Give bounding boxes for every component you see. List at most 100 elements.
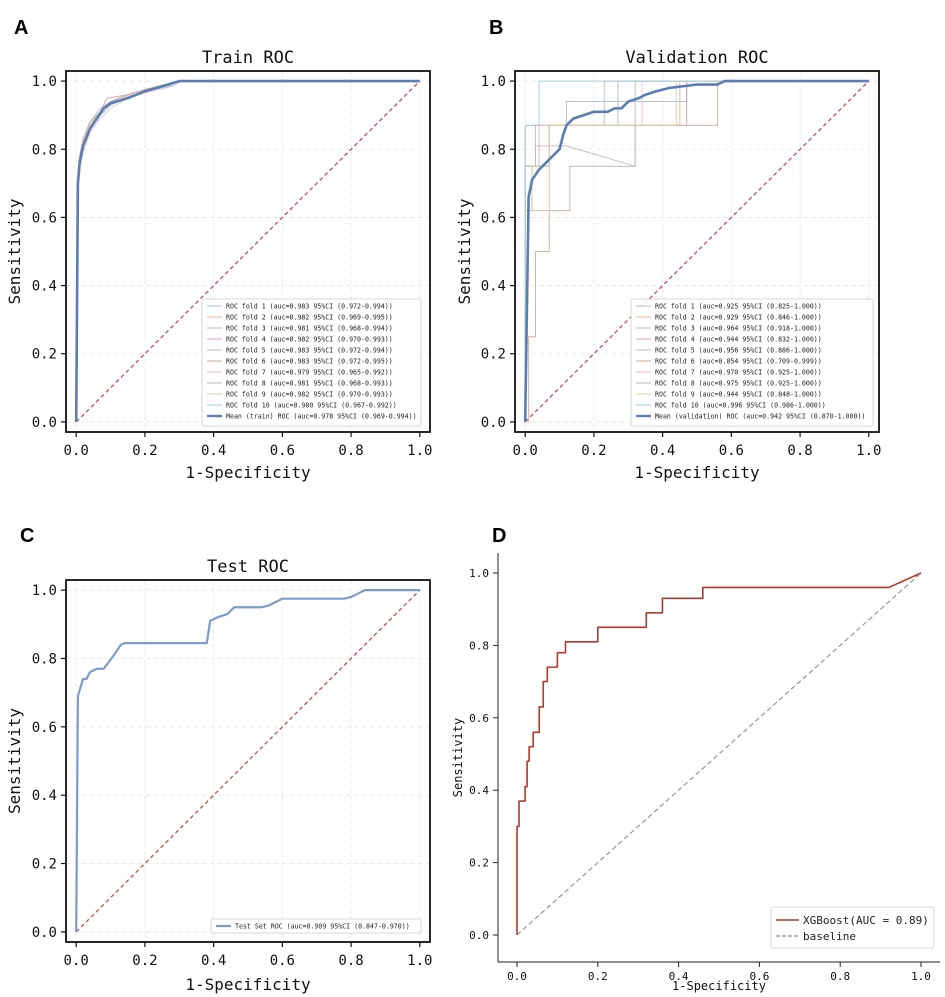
y-axis-label: Sensitivity bbox=[5, 198, 24, 304]
y-tick-label: 1.0 bbox=[469, 567, 489, 580]
y-tick-label: 0.6 bbox=[469, 712, 489, 725]
y-axis-label: Sensitivity bbox=[5, 708, 24, 814]
chart-title: Train ROC bbox=[202, 48, 294, 68]
legend-entry: Mean (validation) ROC (auc=0.942 95%CI (… bbox=[655, 412, 865, 420]
legend-box bbox=[210, 918, 422, 934]
y-tick-label: 0.4 bbox=[469, 784, 489, 797]
plot-frame bbox=[65, 579, 431, 943]
chart-panel-b: B 0.0 0.2 0.4 0.6 0.8 1.0 0.0 0.2 0.4 0.6 0.8 1.0 Val… bbox=[455, 17, 881, 482]
x-axis-label: 1-Specificity bbox=[185, 975, 311, 994]
y-tick-label: 0.0 bbox=[481, 415, 506, 431]
y-tick-label: 0.8 bbox=[469, 639, 489, 652]
legend-entry: ROC fold 2 (auc=0.982 95%CI (0.969-0.995… bbox=[226, 313, 393, 321]
y-tick-label: 0.8 bbox=[481, 142, 506, 158]
series-line-7 bbox=[524, 80, 869, 422]
x-tick-label: 1.0 bbox=[911, 970, 931, 983]
y-tick-label: 0.4 bbox=[32, 279, 57, 295]
legend: ROC fold 1 (auc=0.925 95%CI (0.825-1.000… bbox=[630, 298, 874, 427]
x-tick-label: 0.4 bbox=[669, 970, 689, 983]
x-tick-label: 1.0 bbox=[407, 443, 432, 459]
series-line-10 bbox=[74, 79, 420, 422]
chart-panel-d: D 0.0 0.2 0.4 0.6 0.8 1.0 0.0 0.2 0.4 0.6 0.8 1.0 1-S… bbox=[451, 525, 940, 993]
x-tick-label: 1.0 bbox=[856, 443, 881, 459]
x-tick-label: 0.8 bbox=[787, 443, 812, 459]
legend: XGBoost(AUC = 0.89) baseline bbox=[770, 906, 935, 949]
chart-panel-a: A 0.0 0.2 0.4 0.6 0.8 1.0 0.0 0.2 0.4 0.6 0.8 1.0 Tra… bbox=[5, 17, 432, 482]
x-tick-label: 0.6 bbox=[270, 443, 295, 459]
y-tick-label: 0.8 bbox=[32, 142, 57, 158]
y-tick-label: 0.6 bbox=[32, 720, 57, 736]
y-tick-label: 0.2 bbox=[32, 857, 57, 873]
y-tick-label: 0.6 bbox=[32, 210, 57, 226]
panel-letter: A bbox=[14, 17, 28, 39]
legend-entry: ROC fold 3 (auc=0.964 95%CI (0.918-1.000… bbox=[655, 324, 822, 332]
series-line-0 bbox=[516, 572, 922, 935]
y-tick-label: 0.8 bbox=[32, 651, 57, 667]
legend-entry: ROC fold 7 (auc=0.979 95%CI (0.965-0.992… bbox=[226, 368, 393, 376]
y-tick-label: 1.0 bbox=[32, 583, 57, 599]
legend-entry: ROC fold 5 (auc=0.956 95%CI (0.886-1.000… bbox=[655, 346, 822, 354]
legend-box bbox=[630, 298, 874, 427]
chance-diagonal bbox=[524, 80, 870, 423]
legend-entry: ROC fold 1 (auc=0.983 95%CI (0.972-0.994… bbox=[226, 302, 393, 310]
legend-entry: ROC fold 4 (auc=0.944 95%CI (0.832-1.000… bbox=[655, 335, 822, 343]
y-tick-label: 1.0 bbox=[32, 74, 57, 90]
legend-entry: Test Set ROC (auc=0.909 95%CI (0.847-0.9… bbox=[235, 922, 410, 930]
legend-entry: ROC fold 7 (auc=0.970 95%CI (0.925-1.000… bbox=[655, 368, 822, 376]
y-axis-label: Sensitivity bbox=[451, 718, 465, 797]
chart-panel-c: C 0.0 0.2 0.4 0.6 0.8 1.0 0.0 0.2 0.4 0.6 0.8 1.0 Tes… bbox=[5, 525, 432, 994]
x-axis-label: 1-Specificity bbox=[185, 463, 311, 482]
legend-entry: ROC fold 2 (auc=0.929 95%CI (0.846-1.000… bbox=[655, 313, 822, 321]
legend-entry: XGBoost(AUC = 0.89) bbox=[803, 914, 929, 927]
x-tick-label: 1.0 bbox=[407, 953, 432, 969]
x-axis-label: 1-Specificity bbox=[672, 979, 766, 993]
legend-entry: Mean (train) ROC (auc=0.978 95%CI (0.969… bbox=[226, 412, 417, 420]
x-tick-label: 0.0 bbox=[507, 970, 527, 983]
y-tick-label: 0.2 bbox=[481, 347, 506, 363]
x-tick-label: 0.2 bbox=[132, 443, 157, 459]
x-tick-label: 0.4 bbox=[201, 953, 226, 969]
y-tick-label: 0.4 bbox=[32, 788, 57, 804]
x-tick-label: 0.4 bbox=[650, 443, 675, 459]
series-line-0 bbox=[75, 589, 420, 932]
legend-entry: ROC fold 8 (auc=0.975 95%CI (0.925-1.000… bbox=[655, 379, 822, 387]
chance-diagonal bbox=[75, 589, 421, 933]
y-tick-label: 0.6 bbox=[481, 210, 506, 226]
x-tick-label: 0.6 bbox=[749, 970, 769, 983]
x-tick-label: 0.0 bbox=[64, 953, 89, 969]
x-tick-label: 0.8 bbox=[830, 970, 850, 983]
legend-box bbox=[770, 906, 935, 949]
plot-frame bbox=[514, 70, 880, 433]
grid-lines bbox=[66, 580, 430, 942]
y-tick-label: 0.0 bbox=[32, 925, 57, 941]
x-tick-label: 0.8 bbox=[338, 443, 363, 459]
legend-entry: ROC fold 1 (auc=0.925 95%CI (0.825-1.000… bbox=[655, 302, 822, 310]
y-tick-label: 0.2 bbox=[469, 857, 489, 870]
legend-entry: ROC fold 9 (auc=0.982 95%CI (0.970-0.993… bbox=[226, 390, 393, 398]
x-tick-label: 0.0 bbox=[64, 443, 89, 459]
y-axis-label: Sensitivity bbox=[455, 198, 474, 304]
y-tick-label: 0.0 bbox=[32, 415, 57, 431]
legend: Test Set ROC (auc=0.909 95%CI (0.847-0.9… bbox=[210, 918, 422, 934]
legend-box bbox=[201, 298, 422, 427]
y-tick-label: 1.0 bbox=[481, 74, 506, 90]
x-tick-label: 0.2 bbox=[581, 443, 606, 459]
legend-entry: ROC fold 8 (auc=0.981 95%CI (0.968-0.993… bbox=[226, 379, 393, 387]
grid-lines bbox=[66, 71, 430, 432]
chance-diagonal bbox=[75, 80, 421, 423]
x-tick-label: 0.4 bbox=[201, 443, 226, 459]
panel-letter: D bbox=[492, 525, 506, 547]
x-axis-label: 1-Specificity bbox=[634, 463, 760, 482]
x-tick-label: 0.0 bbox=[513, 443, 538, 459]
legend-entry: ROC fold 3 (auc=0.981 95%CI (0.968-0.994… bbox=[226, 324, 393, 332]
legend-entry: ROC fold 5 (auc=0.983 95%CI (0.972-0.994… bbox=[226, 346, 393, 354]
series-line-9 bbox=[524, 80, 869, 422]
series-line-5 bbox=[525, 80, 869, 423]
legend: ROC fold 1 (auc=0.983 95%CI (0.972-0.994… bbox=[201, 298, 422, 427]
legend-entry: ROC fold 6 (auc=0.983 95%CI (0.972-0.995… bbox=[226, 357, 393, 365]
legend-entry: ROC fold 4 (auc=0.982 95%CI (0.970-0.993… bbox=[226, 335, 393, 343]
y-tick-label: 0.0 bbox=[469, 929, 489, 942]
x-tick-label: 0.6 bbox=[270, 953, 295, 969]
legend-entry: ROC fold 10 (auc=0.980 95%CI (0.967-0.99… bbox=[226, 401, 397, 409]
